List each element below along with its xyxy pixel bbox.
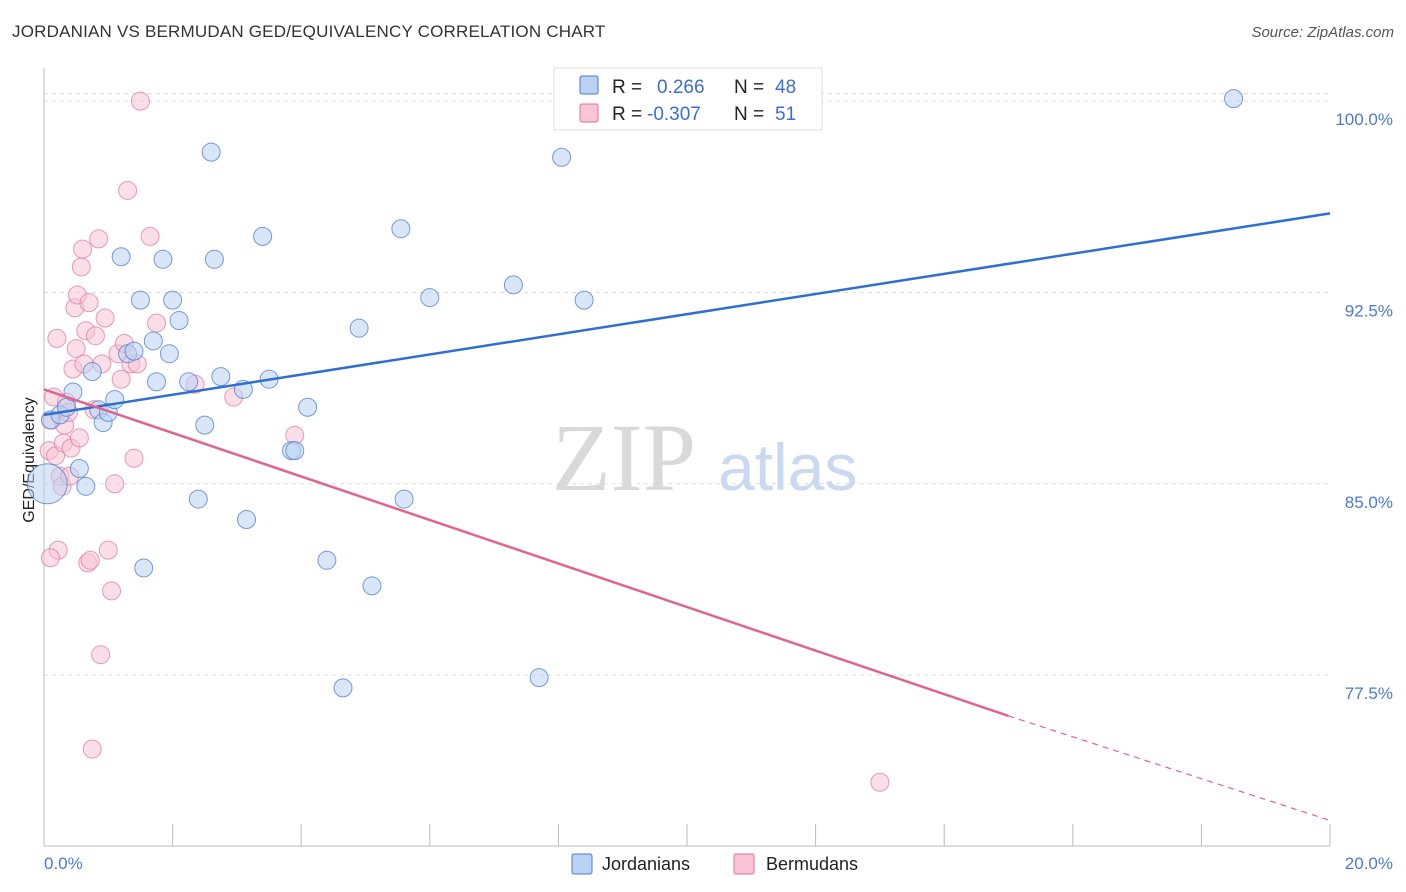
jordanians-point-41 bbox=[420, 288, 440, 308]
bermudans-point-17 bbox=[69, 428, 89, 448]
bermudans-point-42 bbox=[130, 91, 150, 111]
jordanians-point-25 bbox=[201, 142, 221, 162]
jordanians-point-11 bbox=[111, 247, 131, 267]
jordanians-point-29 bbox=[237, 509, 257, 529]
trend-lines bbox=[43, 212, 1331, 822]
legend-n-value-jordanians: 48 bbox=[775, 77, 796, 98]
y-tick-labels: 77.5% 85.0% 92.5% 100.0% bbox=[1335, 110, 1393, 703]
bermudans-point-33 bbox=[102, 581, 122, 601]
legend-r-value-jordanians: 0.266 bbox=[657, 77, 705, 98]
jordanians-point-35 bbox=[317, 550, 337, 570]
jordanians-point-26 bbox=[204, 249, 224, 269]
jordanians-point-33 bbox=[285, 441, 305, 461]
bottom-legend: Jordanians Bermudans bbox=[571, 853, 858, 875]
y-axis-label: GED/Equivalency bbox=[21, 397, 38, 522]
x-tick-label-min: 0.0% bbox=[44, 854, 83, 873]
y-tick-label-1: 85.0% bbox=[1345, 493, 1393, 512]
jordanians-points bbox=[26, 89, 1244, 698]
source-credit: Source: ZipAtlas.com bbox=[1251, 24, 1394, 41]
stats-legend: R = 0.266 N = 48 R = -0.307 N = 51 bbox=[553, 67, 823, 131]
watermark-atlas: atlas bbox=[718, 430, 857, 504]
bermudans-trend-line bbox=[43, 388, 1009, 718]
jordanians-point-27 bbox=[211, 367, 231, 387]
x-ticks bbox=[43, 824, 1331, 846]
bermudans-point-24 bbox=[80, 550, 100, 570]
jordanians-point-14 bbox=[130, 290, 150, 310]
watermark: ZIP atlas bbox=[552, 404, 857, 511]
bermudans-point-4 bbox=[47, 328, 67, 348]
jordanians-point-16 bbox=[143, 331, 163, 351]
y-tick-label-3: 100.0% bbox=[1335, 110, 1393, 129]
bermudans-point-49 bbox=[40, 548, 60, 568]
jordanians-point-36 bbox=[333, 678, 353, 698]
jordanians-point-39 bbox=[391, 219, 411, 239]
bermudans-point-25 bbox=[82, 739, 102, 759]
bermudans-point-15 bbox=[66, 339, 86, 359]
chart-title: JORDANIAN VS BERMUDAN GED/EQUIVALENCY CO… bbox=[12, 22, 606, 41]
bermudans-point-18 bbox=[71, 257, 91, 277]
jordanians-point-45 bbox=[574, 290, 594, 310]
y-tick-label-2: 92.5% bbox=[1345, 301, 1393, 320]
legend-r-label-jordanians: R = bbox=[612, 77, 642, 98]
jordanians-point-40 bbox=[394, 489, 414, 509]
x-tick-label-max: 20.0% bbox=[1345, 854, 1393, 873]
jordanians-point-4 bbox=[69, 458, 89, 478]
jordanians-point-38 bbox=[362, 576, 382, 596]
bermudans-point-48 bbox=[870, 772, 890, 792]
jordanians-point-37 bbox=[349, 318, 369, 338]
legend-n-value-bermudans: 51 bbox=[775, 104, 796, 125]
jordanians-point-19 bbox=[159, 344, 179, 364]
jordanians-point-46 bbox=[1224, 89, 1244, 109]
jordanians-point-42 bbox=[503, 275, 523, 295]
bermudans-point-34 bbox=[105, 474, 125, 494]
stats-legend-box bbox=[553, 67, 823, 131]
jordanians-point-30 bbox=[253, 226, 273, 246]
bermudans-point-19 bbox=[73, 239, 93, 259]
jordanians-trend-line bbox=[43, 212, 1331, 417]
bermudans-point-28 bbox=[89, 229, 109, 249]
bermudans-point-31 bbox=[95, 308, 115, 328]
y-tick-label-0: 77.5% bbox=[1345, 684, 1393, 703]
bermudans-trend-extension bbox=[1008, 715, 1331, 822]
bermudans-point-36 bbox=[111, 369, 131, 389]
bottom-legend-jordanians-swatch bbox=[571, 853, 593, 875]
jordanians-point-47 bbox=[26, 463, 68, 505]
legend-n-label-bermudans: N = bbox=[734, 104, 764, 125]
bottom-legend-jordanians: Jordanians bbox=[602, 854, 690, 874]
bermudans-point-38 bbox=[118, 180, 138, 200]
bermudans-point-23 bbox=[79, 293, 99, 313]
jordanians-point-22 bbox=[179, 372, 199, 392]
jordanians-point-43 bbox=[529, 668, 549, 688]
jordanians-swatch bbox=[579, 75, 599, 95]
legend-n-label-jordanians: N = bbox=[734, 77, 764, 98]
watermark-zip: ZIP bbox=[552, 404, 696, 511]
bottom-legend-bermudans-swatch bbox=[733, 853, 755, 875]
jordanians-point-44 bbox=[552, 147, 572, 167]
bermudans-point-27 bbox=[85, 326, 105, 346]
jordanians-point-24 bbox=[195, 415, 215, 435]
jordanians-point-15 bbox=[134, 558, 154, 578]
jordanians-point-23 bbox=[188, 489, 208, 509]
jordanians-point-34 bbox=[298, 397, 318, 417]
bermudans-point-32 bbox=[98, 540, 118, 560]
jordanians-point-5 bbox=[76, 476, 96, 496]
bottom-legend-bermudans: Bermudans bbox=[766, 854, 858, 874]
jordanians-point-21 bbox=[169, 311, 189, 331]
jordanians-point-17 bbox=[147, 372, 167, 392]
jordanians-point-6 bbox=[82, 362, 102, 382]
bermudans-point-44 bbox=[147, 313, 167, 333]
jordanians-point-18 bbox=[153, 249, 173, 269]
legend-r-label-bermudans: R = bbox=[612, 104, 642, 125]
bermudans-point-43 bbox=[140, 226, 160, 246]
jordanians-point-13 bbox=[124, 341, 144, 361]
bermudans-swatch bbox=[579, 103, 599, 123]
bermudans-point-40 bbox=[124, 448, 144, 468]
bermudans-point-29 bbox=[91, 645, 111, 665]
jordanians-point-20 bbox=[163, 290, 183, 310]
legend-r-value-bermudans: -0.307 bbox=[647, 104, 701, 125]
